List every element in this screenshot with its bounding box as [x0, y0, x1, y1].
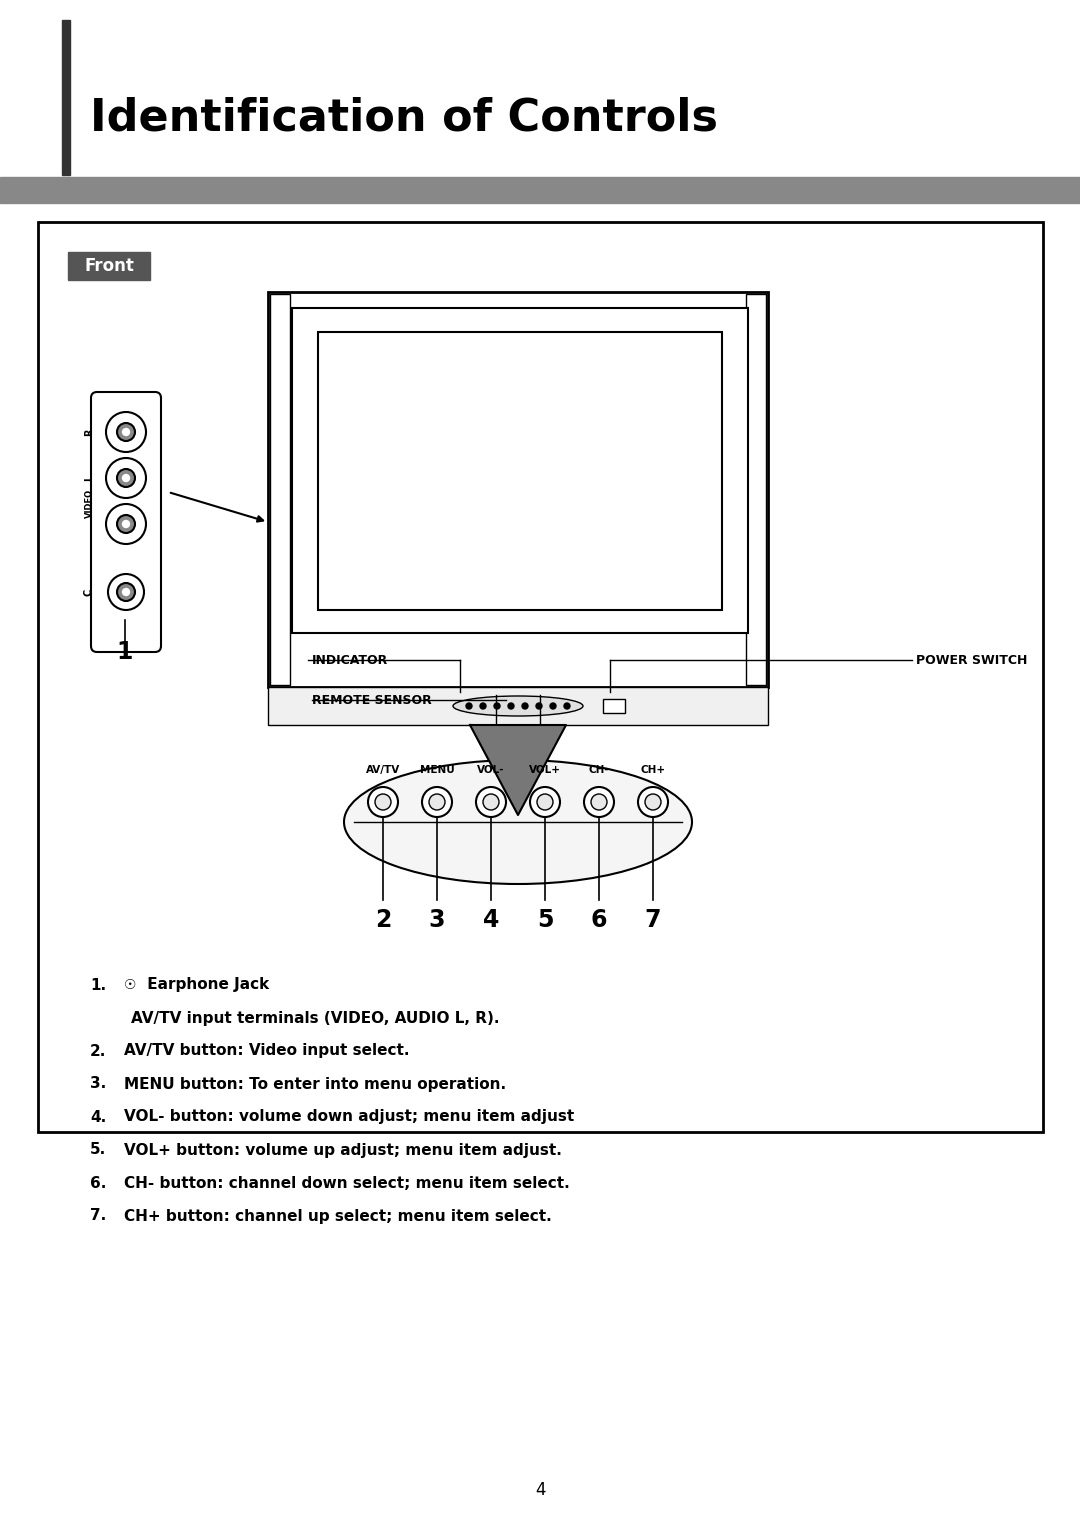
Circle shape	[480, 702, 486, 709]
Bar	[270, 295, 291, 686]
Text: Identification of Controls: Identification of Controls	[90, 96, 718, 139]
Bar	[62, 20, 70, 176]
Circle shape	[537, 794, 553, 809]
Text: REMOTE SENSOR: REMOTE SENSOR	[312, 693, 432, 707]
Circle shape	[465, 702, 472, 709]
Circle shape	[638, 786, 669, 817]
Text: 1.: 1.	[90, 977, 106, 993]
Text: MENU button: To enter into menu operation.: MENU button: To enter into menu operatio…	[124, 1077, 507, 1092]
Text: L: L	[84, 475, 94, 481]
Text: 5: 5	[537, 909, 553, 931]
Text: VOL-: VOL-	[477, 765, 504, 776]
Bar	[68, 252, 150, 279]
Ellipse shape	[345, 760, 692, 884]
Circle shape	[422, 786, 453, 817]
Bar	[268, 292, 768, 687]
Circle shape	[106, 458, 146, 498]
Circle shape	[106, 504, 146, 544]
Circle shape	[645, 794, 661, 809]
Text: AV/TV: AV/TV	[366, 765, 400, 776]
Text: CH+: CH+	[640, 765, 665, 776]
Text: R: R	[84, 428, 94, 435]
Text: 3.: 3.	[90, 1077, 106, 1092]
Text: C: C	[84, 588, 94, 596]
Circle shape	[108, 574, 144, 609]
Circle shape	[476, 786, 507, 817]
Circle shape	[122, 588, 130, 596]
Polygon shape	[470, 725, 566, 815]
Text: 6: 6	[591, 909, 607, 931]
Text: AV/TV button: Video input select.: AV/TV button: Video input select.	[124, 1043, 409, 1058]
Text: 6.: 6.	[90, 1176, 106, 1191]
Circle shape	[375, 794, 391, 809]
Text: VOL+ button: volume up adjust; menu item adjust.: VOL+ button: volume up adjust; menu item…	[124, 1142, 562, 1157]
Circle shape	[117, 515, 135, 533]
Text: 2: 2	[375, 909, 391, 931]
Bar	[603, 699, 625, 713]
Text: Front: Front	[84, 257, 134, 275]
Circle shape	[530, 786, 561, 817]
Bar	[318, 331, 723, 609]
Circle shape	[368, 786, 399, 817]
Text: 2.: 2.	[90, 1043, 106, 1058]
Text: 1: 1	[117, 640, 133, 664]
Circle shape	[522, 702, 528, 709]
Circle shape	[536, 702, 542, 709]
Text: 7.: 7.	[90, 1208, 106, 1223]
Circle shape	[122, 429, 130, 435]
Circle shape	[483, 794, 499, 809]
Text: ☉: ☉	[124, 977, 136, 993]
Circle shape	[550, 702, 556, 709]
Ellipse shape	[453, 696, 583, 716]
FancyBboxPatch shape	[91, 392, 161, 652]
Text: Earphone Jack: Earphone Jack	[141, 977, 269, 993]
Bar	[292, 308, 748, 634]
Bar	[38, 221, 1043, 1132]
Text: 4: 4	[483, 909, 499, 931]
Text: 4: 4	[535, 1481, 545, 1500]
Text: CH- button: channel down select; menu item select.: CH- button: channel down select; menu it…	[124, 1176, 570, 1191]
Circle shape	[117, 583, 135, 602]
Text: 3: 3	[429, 909, 445, 931]
Text: VOL+: VOL+	[529, 765, 561, 776]
Text: 4.: 4.	[90, 1110, 106, 1124]
Text: CH-: CH-	[589, 765, 609, 776]
Circle shape	[494, 702, 500, 709]
Text: INDICATOR: INDICATOR	[312, 654, 388, 666]
Circle shape	[584, 786, 615, 817]
Circle shape	[591, 794, 607, 809]
Text: 5.: 5.	[90, 1142, 106, 1157]
Text: POWER SWITCH: POWER SWITCH	[916, 654, 1027, 666]
Bar	[0, 177, 1080, 203]
Circle shape	[106, 412, 146, 452]
Text: VIDEO: VIDEO	[84, 489, 94, 518]
Circle shape	[429, 794, 445, 809]
Circle shape	[117, 423, 135, 441]
Text: AV/TV input terminals (VIDEO, AUDIO L, R).: AV/TV input terminals (VIDEO, AUDIO L, R…	[110, 1011, 499, 1026]
Text: MENU: MENU	[420, 765, 455, 776]
Circle shape	[117, 469, 135, 487]
Circle shape	[122, 521, 130, 527]
Circle shape	[508, 702, 514, 709]
Text: 7: 7	[645, 909, 661, 931]
Bar	[268, 687, 768, 725]
Bar	[746, 295, 766, 686]
Circle shape	[564, 702, 570, 709]
Text: CH+ button: channel up select; menu item select.: CH+ button: channel up select; menu item…	[124, 1208, 552, 1223]
Circle shape	[122, 475, 130, 481]
Text: VOL- button: volume down adjust; menu item adjust: VOL- button: volume down adjust; menu it…	[124, 1110, 575, 1124]
